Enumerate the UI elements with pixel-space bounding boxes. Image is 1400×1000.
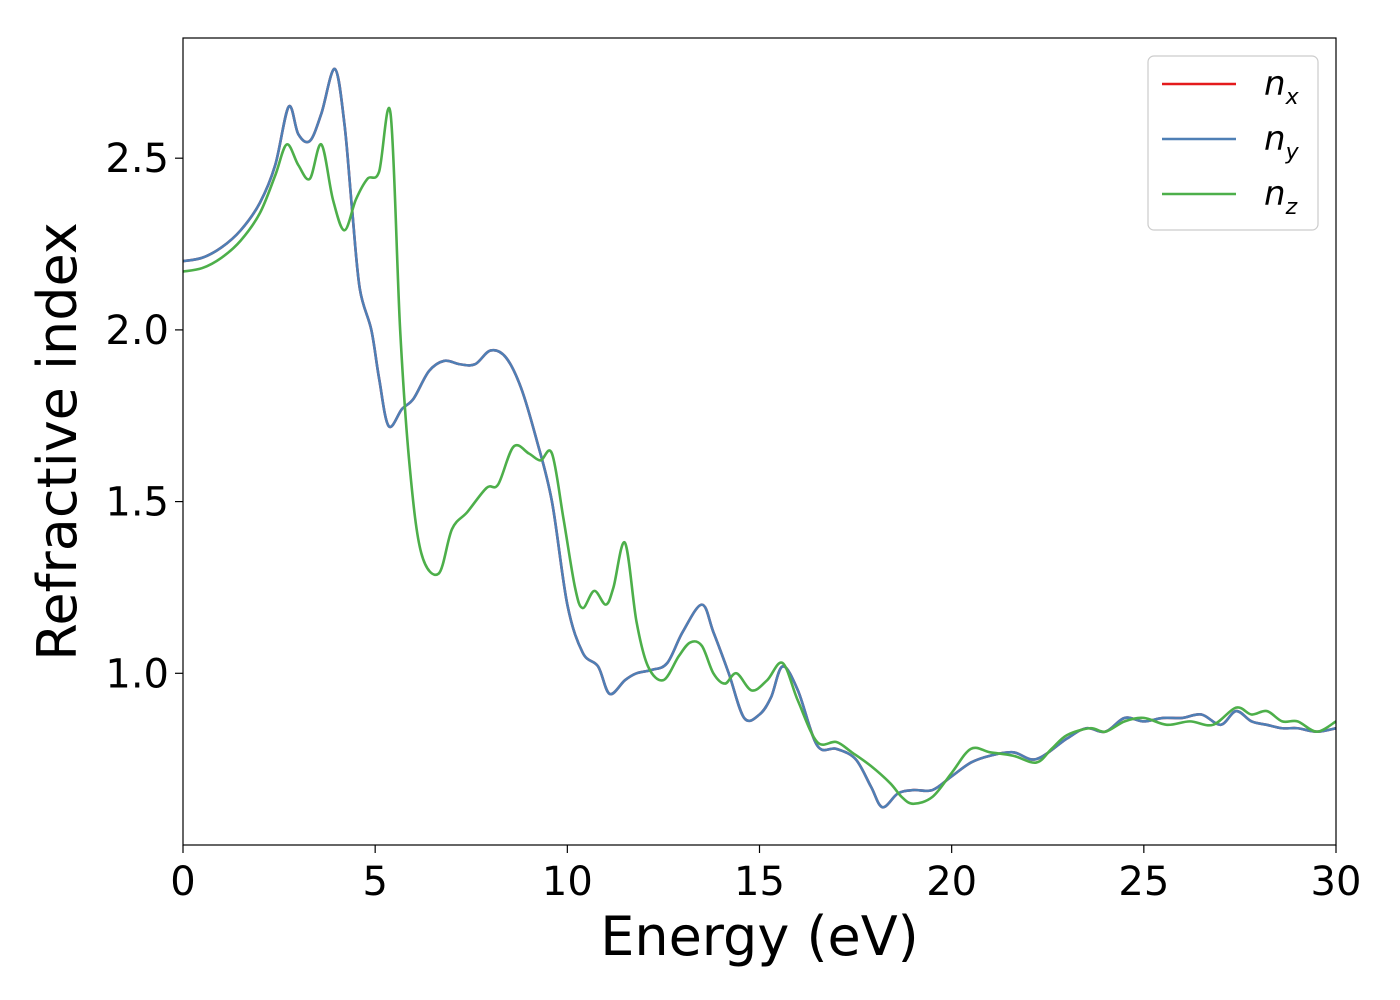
series-line-z bbox=[183, 106, 1336, 806]
x-tick-label: 0 bbox=[170, 859, 195, 905]
legend-label-subscript: z bbox=[1285, 195, 1298, 220]
y-axis-label: Refractive index bbox=[26, 222, 89, 661]
legend-label-main: n bbox=[1264, 64, 1286, 104]
x-tick-label: 15 bbox=[734, 859, 785, 905]
legend-label-subscript: y bbox=[1285, 140, 1300, 165]
y-tick-label: 1.5 bbox=[105, 480, 169, 526]
legend-label-main: n bbox=[1264, 119, 1286, 159]
x-tick-label: 20 bbox=[926, 859, 977, 905]
x-tick-label: 5 bbox=[362, 859, 387, 905]
legend-label-y: ny bbox=[1264, 119, 1300, 165]
y-tick-label: 1.0 bbox=[105, 651, 169, 697]
x-axis-label: Energy (eV) bbox=[600, 905, 919, 968]
x-tick-label: 30 bbox=[1311, 859, 1362, 905]
x-axis-ticks: 0 5 10 15 20 25 30 bbox=[170, 845, 1361, 905]
legend-label-z: nz bbox=[1264, 174, 1298, 220]
series-layer bbox=[183, 67, 1336, 809]
legend-label-x: nx bbox=[1264, 64, 1300, 110]
legend-box bbox=[1147, 55, 1319, 231]
legend-label-main: n bbox=[1264, 174, 1286, 214]
x-tick-label: 10 bbox=[542, 859, 593, 905]
x-tick-label: 25 bbox=[1118, 859, 1169, 905]
y-axis-ticks: 1.0 1.5 2.0 2.5 bbox=[105, 136, 183, 697]
y-tick-label: 2.0 bbox=[105, 308, 169, 354]
y-tick-label: 2.5 bbox=[105, 136, 169, 182]
legend-label-subscript: x bbox=[1285, 85, 1300, 110]
